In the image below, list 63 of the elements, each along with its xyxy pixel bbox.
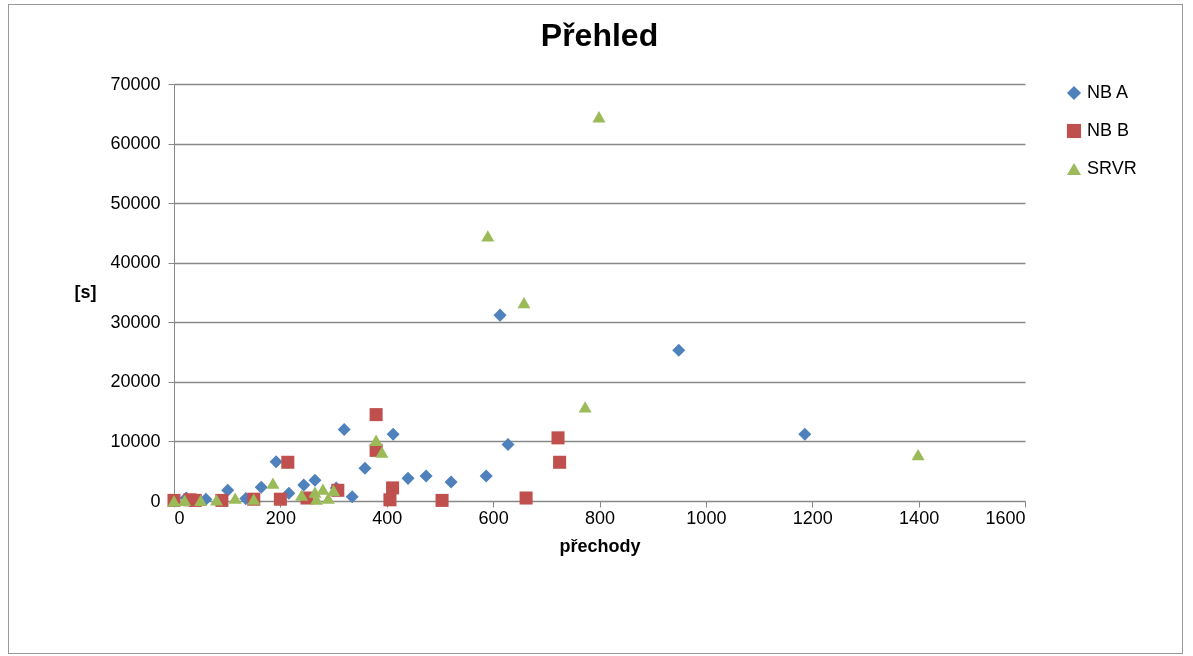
y-tick-label: 30000 — [110, 311, 161, 332]
legend-label: SRVR — [1087, 158, 1137, 178]
point — [295, 489, 309, 501]
point — [419, 469, 433, 483]
point — [401, 471, 415, 485]
point — [281, 455, 295, 469]
y-tick-label: 20000 — [110, 371, 161, 392]
point — [269, 455, 283, 469]
x-tick-label: 800 — [584, 507, 616, 528]
point — [254, 480, 268, 494]
point — [578, 401, 592, 413]
y-tick-label: 70000 — [110, 73, 161, 94]
point — [345, 490, 359, 504]
point — [273, 492, 287, 506]
point — [369, 434, 383, 446]
y-tick-label: 10000 — [110, 430, 161, 451]
x-tick-label: 200 — [265, 507, 296, 528]
y-tick-label: 60000 — [110, 133, 161, 154]
point — [435, 493, 449, 507]
point — [481, 230, 495, 242]
point — [386, 427, 400, 441]
point — [911, 448, 925, 461]
point — [210, 494, 224, 506]
x-tick-label: 0 — [174, 507, 185, 528]
x-tick-label: 600 — [478, 507, 509, 528]
point — [316, 483, 330, 495]
point — [493, 308, 507, 322]
x-tick-label: 1200 — [792, 507, 833, 528]
point — [517, 296, 531, 309]
point — [383, 493, 397, 507]
y-tick-label: 40000 — [110, 252, 161, 273]
point — [551, 431, 565, 445]
point — [375, 446, 389, 458]
chart-title: Přehled — [540, 17, 659, 53]
x-tick-label: 1600 — [985, 507, 1026, 528]
x-tick-label: 1400 — [899, 507, 940, 528]
x-axis-title: přechody — [559, 535, 641, 556]
point — [386, 481, 400, 495]
point — [321, 492, 335, 504]
point — [297, 478, 311, 492]
point — [444, 475, 458, 489]
point — [798, 427, 812, 441]
y-axis-title: [s] — [74, 282, 97, 302]
point — [479, 469, 493, 483]
legend-label: NB A — [1087, 82, 1129, 102]
point — [194, 494, 208, 507]
point — [221, 483, 235, 497]
x-tick-label: 1000 — [686, 507, 727, 528]
point — [501, 437, 515, 451]
point — [519, 491, 533, 505]
point — [266, 477, 280, 489]
point — [308, 473, 322, 487]
point — [553, 455, 567, 469]
y-tick-label: 50000 — [110, 192, 161, 213]
y-tick-label: 0 — [150, 490, 161, 511]
point — [337, 423, 351, 437]
point — [592, 111, 606, 123]
point — [358, 461, 372, 475]
legend-label: NB B — [1087, 120, 1130, 140]
point — [228, 492, 242, 504]
point — [369, 408, 383, 422]
x-tick-label: 400 — [372, 507, 403, 528]
point — [672, 343, 686, 357]
